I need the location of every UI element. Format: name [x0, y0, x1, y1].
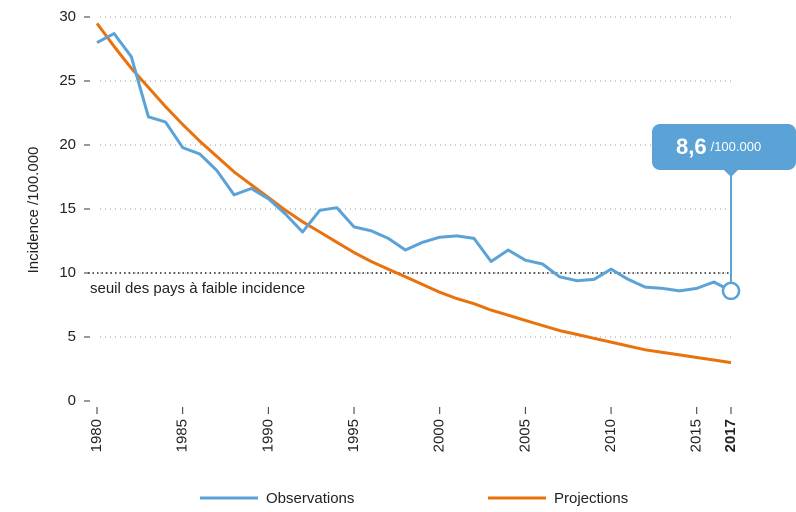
x-tick-label: 1980: [88, 419, 105, 452]
series-line: [96, 32, 732, 293]
series-line: [95, 22, 732, 365]
y-tick-label: 20: [59, 136, 76, 153]
y-tick-label: 0: [68, 392, 76, 409]
x-tick-label: 1990: [259, 419, 276, 452]
callout-text: 8,6/100.000: [676, 134, 761, 159]
y-tick-label: 30: [59, 8, 76, 25]
x-tick-label: 2015: [688, 419, 705, 452]
y-tick-label: 25: [59, 72, 76, 89]
y-tick-label: 10: [59, 264, 76, 281]
y-tick-label: 5: [68, 328, 76, 345]
threshold-label: seuil des pays à faible incidence: [90, 280, 305, 297]
callout-box: [652, 124, 796, 170]
x-tick-label: 1995: [345, 419, 362, 452]
x-tick-label: 2010: [602, 419, 619, 452]
x-tick-label: 1985: [174, 419, 191, 452]
callout-unit: /100.000: [711, 139, 762, 154]
legend-label: Projections: [554, 490, 628, 507]
x-tick-label: 2005: [516, 419, 533, 452]
y-axis-label: Incidence /100.000: [25, 147, 42, 274]
annotation-marker: [721, 281, 741, 301]
callout-pointer: [723, 169, 739, 177]
x-tick-label: 2017: [722, 419, 739, 452]
legend-label: Observations: [266, 490, 354, 507]
x-tick-label: 2000: [431, 419, 448, 452]
callout-value: 8,6: [676, 134, 707, 159]
y-tick-label: 15: [59, 200, 76, 217]
